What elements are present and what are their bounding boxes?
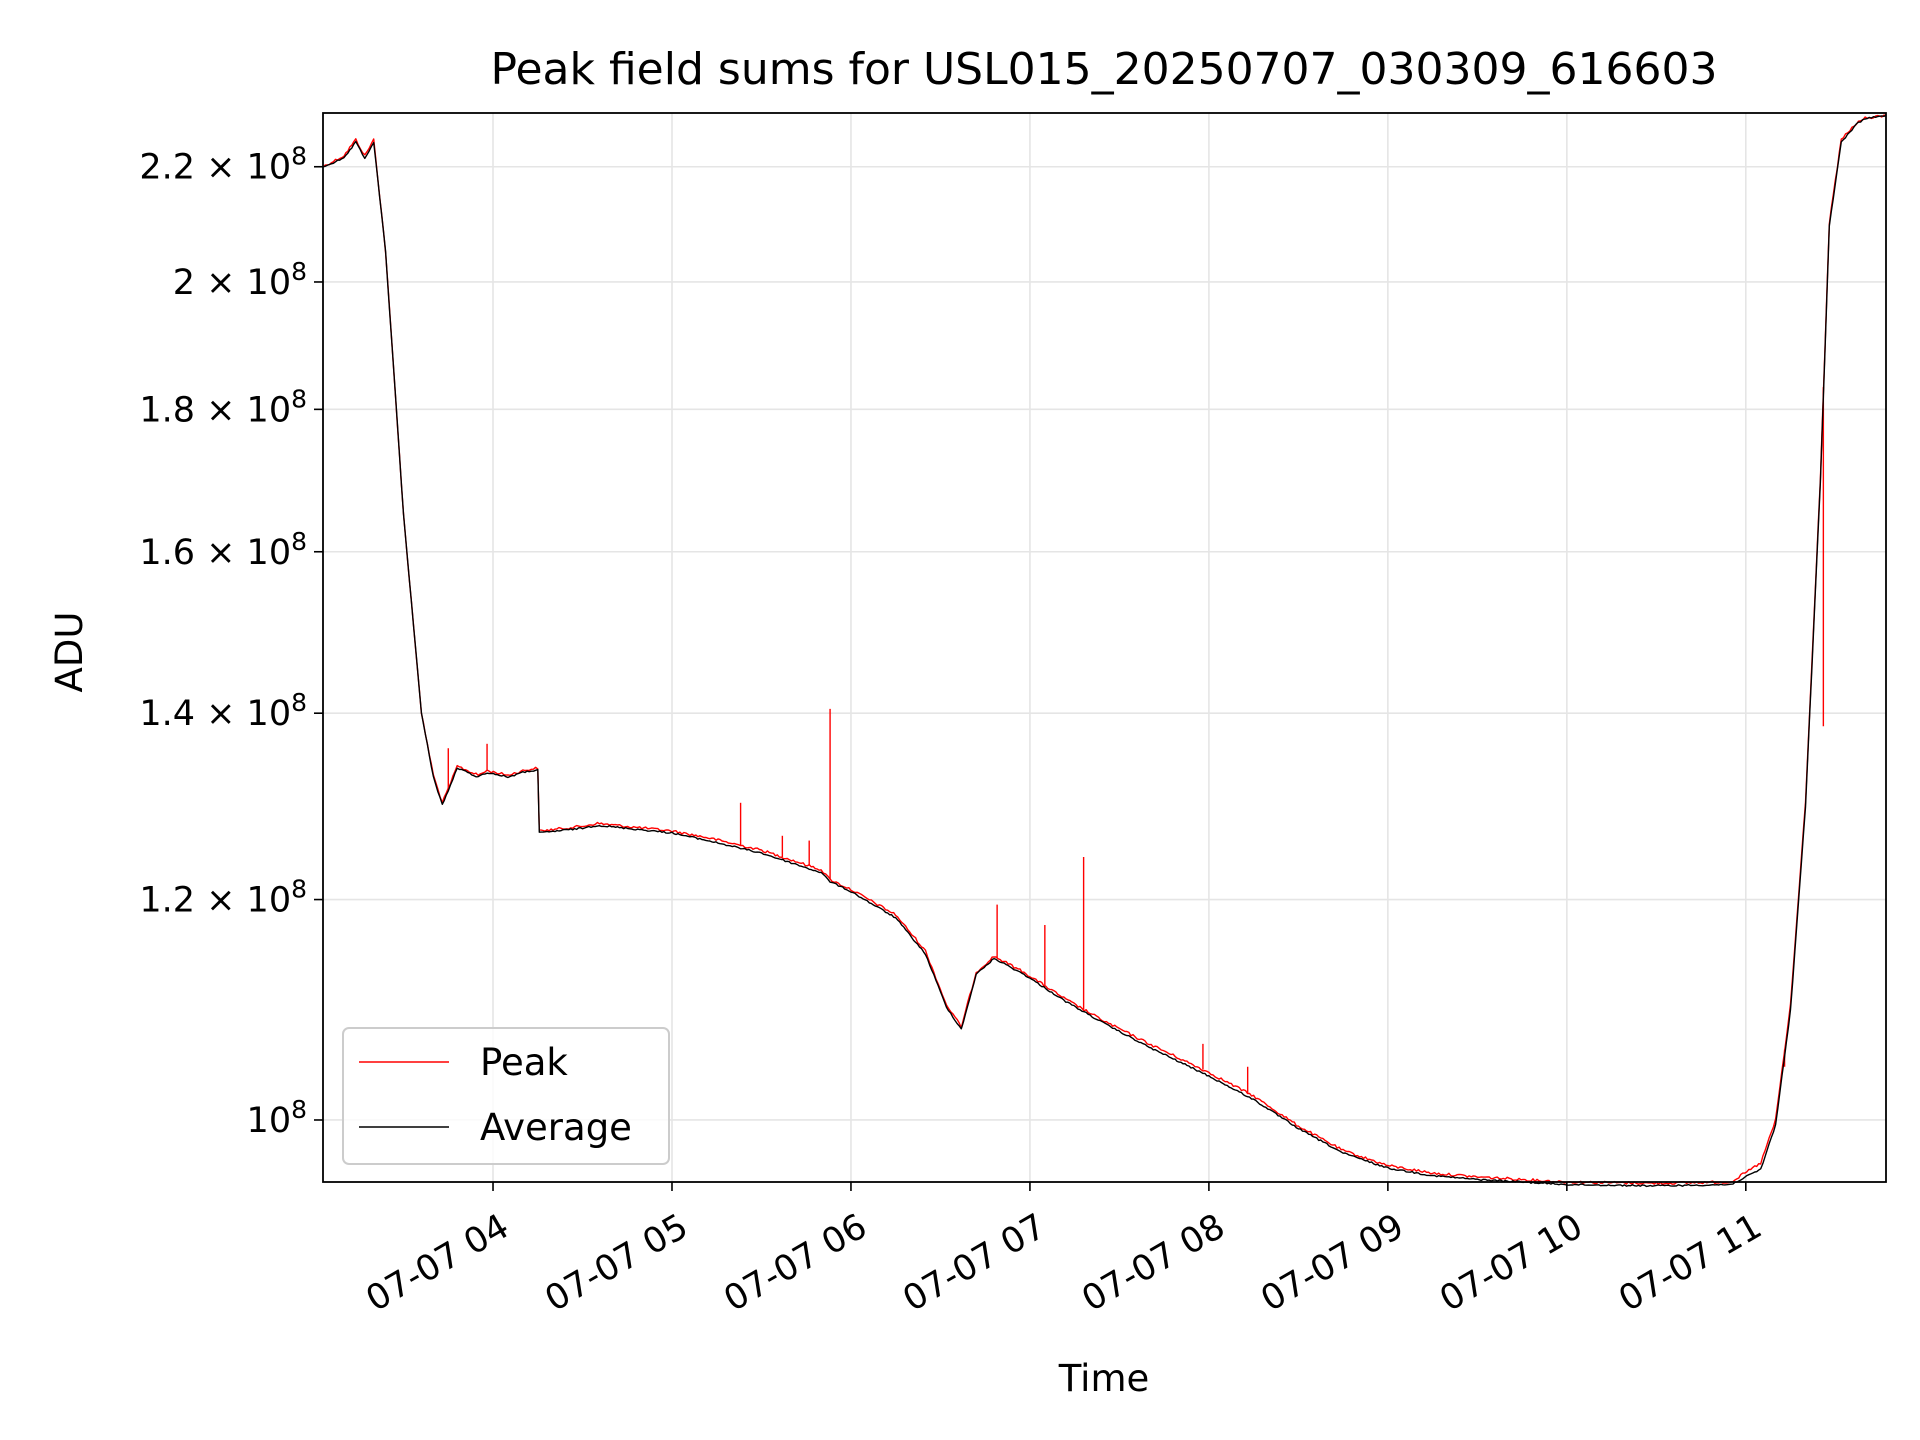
axes-frame xyxy=(322,112,1887,1183)
legend-label-average: Average xyxy=(480,1106,632,1149)
y-tick-label: 1.4 × 108 xyxy=(139,688,307,734)
y-tick-label: 108 xyxy=(247,1095,307,1141)
x-axis-label: Time xyxy=(1058,1357,1150,1400)
series-line-average xyxy=(322,114,1887,1188)
legend-label-peak: Peak xyxy=(480,1041,568,1084)
y-tick-label: 1.2 × 108 xyxy=(139,875,307,921)
y-axis: 108 1.2 × 108 1.4 × 108 1.6 × 108 1.8 × 108 2… xyxy=(139,142,323,1141)
y-axis-label: ADU xyxy=(48,612,91,693)
y-tick-label: 2 × 108 xyxy=(173,257,307,303)
y-tick-label: 1.8 × 108 xyxy=(139,384,307,430)
y-tick-label: 2.2 × 108 xyxy=(139,142,307,188)
chart-title: Peak field sums for USL015_20250707_0303… xyxy=(491,44,1718,95)
y-tick-label: 1.6 × 108 xyxy=(139,527,307,573)
legend: Peak Average xyxy=(342,1027,670,1165)
